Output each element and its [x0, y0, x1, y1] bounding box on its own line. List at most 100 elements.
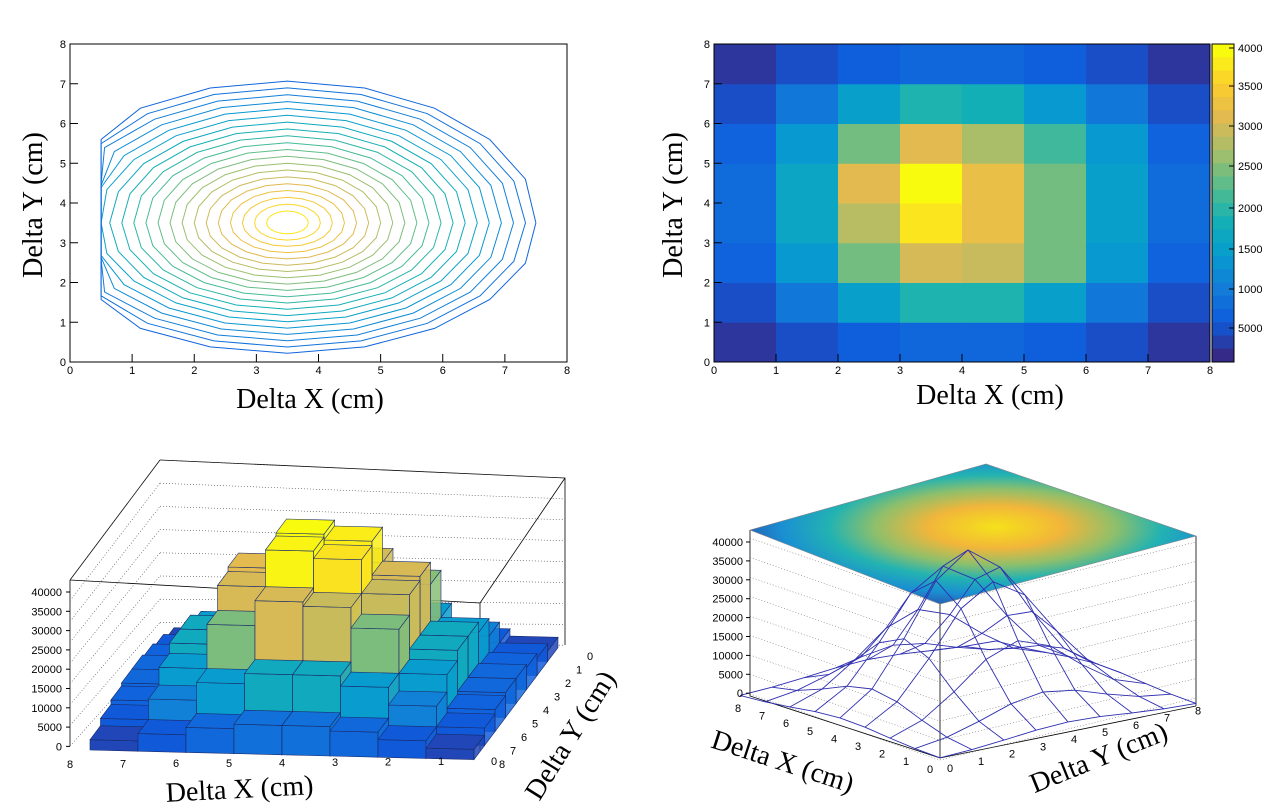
- heatmap-colorbar: 4000 3500 3000 2500 2000 1500 1000 5000: [1211, 43, 1262, 363]
- heatmap-cell: [962, 242, 1025, 283]
- heatmap-cell: [776, 123, 839, 164]
- x-tick-label: 8: [735, 703, 741, 715]
- box-gridline: [749, 654, 941, 722]
- heatmap-cell: [1024, 242, 1087, 283]
- colorbar-segment: [1212, 203, 1234, 217]
- box-gridline: [939, 541, 1197, 605]
- colorbar-segment: [1212, 136, 1234, 151]
- heatmap-cell: [714, 44, 777, 85]
- y-tick-label: 7: [704, 79, 710, 91]
- contour-line: [205, 176, 370, 266]
- x-tick-label: 6: [1083, 365, 1089, 377]
- x-tick-label: 4: [315, 365, 321, 377]
- y-tick-label: 7: [60, 79, 66, 91]
- y-tick-label: 2: [704, 278, 710, 290]
- heatmap-cell: [838, 163, 901, 204]
- z-tick-label: 0: [56, 741, 62, 753]
- x-tick-label: 5: [1021, 365, 1027, 377]
- x-tick-label: 1: [773, 365, 779, 377]
- y-tick-label: 5: [60, 158, 66, 170]
- lego-bar-top: [275, 518, 336, 535]
- colorbar-segment: [1212, 163, 1234, 177]
- heatmap-cell: [900, 282, 963, 323]
- box-gridline: [69, 459, 161, 581]
- heatmap-cell: [714, 242, 777, 283]
- contour-line: [241, 196, 333, 247]
- lego-bar-top: [264, 535, 325, 552]
- box-gridline: [939, 580, 1197, 644]
- contour-line: [253, 203, 321, 241]
- heatmap-cell: [714, 322, 777, 363]
- x-tick-label: 2: [835, 365, 841, 377]
- y-tick-label: 8: [60, 39, 66, 51]
- heatmap-cells: [714, 44, 1211, 363]
- heatmap-cell: [838, 203, 901, 244]
- heatmap-cell: [838, 322, 901, 363]
- x-tick-label: 2: [385, 757, 391, 769]
- x-tick-label: 2: [879, 749, 885, 761]
- colorbar-segment: [1212, 110, 1234, 124]
- surface-x-ticks: 8 7 6 5 4 3 2 1 0: [735, 703, 933, 776]
- y-tick-label: 6: [704, 119, 710, 131]
- y-tick-label: 7: [1164, 713, 1170, 725]
- z-tick-label: 20000: [31, 664, 62, 676]
- mesh-line: [771, 685, 973, 751]
- contour-lines: [100, 80, 537, 354]
- lego-bar-top: [339, 671, 400, 688]
- colorbar-segment: [1212, 229, 1234, 244]
- colorbar-tick-label: 4000: [1238, 43, 1262, 55]
- heatmap-cell: [776, 163, 839, 204]
- lego-bar-top: [302, 591, 363, 608]
- heatmap-cell: [714, 282, 777, 323]
- heatmap-cell: [900, 83, 963, 124]
- surface-top-colormap: [749, 463, 1198, 605]
- lego-bar-top: [387, 690, 448, 707]
- box-gridline: [939, 619, 1197, 683]
- x-tick-label: 4: [831, 733, 837, 745]
- contour-y-ticks: 0 1 2 3 4 5 6 7 8: [60, 39, 78, 369]
- y-tick-label: 8: [1195, 705, 1201, 717]
- y-tick-label: 2: [60, 278, 66, 290]
- heatmap-cell: [1086, 242, 1149, 283]
- lego-z-ticks: 40000 35000 30000 25000 20000 15000 10000 5000 0: [31, 587, 70, 753]
- x-tick-label: 7: [759, 711, 765, 723]
- colorbar-segment: [1212, 269, 1234, 283]
- colorbar-segment: [1212, 348, 1234, 363]
- y-tick-label: 4: [704, 198, 710, 210]
- lego-bar-top: [377, 725, 438, 742]
- heatmap-x-ticks: 0 1 2 3 4 5 6 7 8: [711, 354, 1213, 377]
- box-gridline: [939, 658, 1197, 722]
- colorbar-segment: [1212, 123, 1234, 138]
- y-tick-label: 1: [576, 665, 582, 677]
- y-tick-label: 0: [704, 357, 710, 369]
- mesh-line: [889, 640, 1147, 739]
- mesh-line: [995, 640, 1197, 704]
- x-tick-label: 6: [173, 758, 179, 770]
- x-tick-label: 4: [279, 757, 285, 769]
- x-tick-label: 0: [927, 764, 933, 776]
- y-tick-label: 2: [1009, 749, 1015, 761]
- y-tick-label: 3: [704, 238, 710, 250]
- z-tick-label: 30000: [712, 575, 743, 587]
- z-tick-label: 35000: [31, 606, 62, 618]
- y-tick-label: 0: [947, 763, 953, 775]
- colorbar-segment: [1212, 282, 1234, 297]
- heatmap-cell: [1086, 322, 1149, 363]
- heatmap-cell: [1086, 203, 1149, 244]
- heatmap-cell: [1024, 282, 1087, 323]
- mesh-line: [899, 566, 1101, 717]
- mesh-line: [931, 611, 1133, 714]
- contour-line: [133, 135, 442, 304]
- contour-line: [145, 142, 430, 298]
- lego-bar-top: [467, 663, 528, 679]
- x-tick-label: 7: [1145, 365, 1151, 377]
- box-gridline: [749, 557, 941, 624]
- box-gridline: [69, 483, 161, 601]
- lego-bar-top: [312, 544, 373, 561]
- z-tick-label: 5000: [719, 669, 743, 681]
- lego-bar-front: [377, 739, 427, 759]
- y-tick-label: 5: [532, 719, 538, 731]
- colorbar-segment: [1212, 97, 1234, 111]
- box-gridline: [749, 674, 941, 741]
